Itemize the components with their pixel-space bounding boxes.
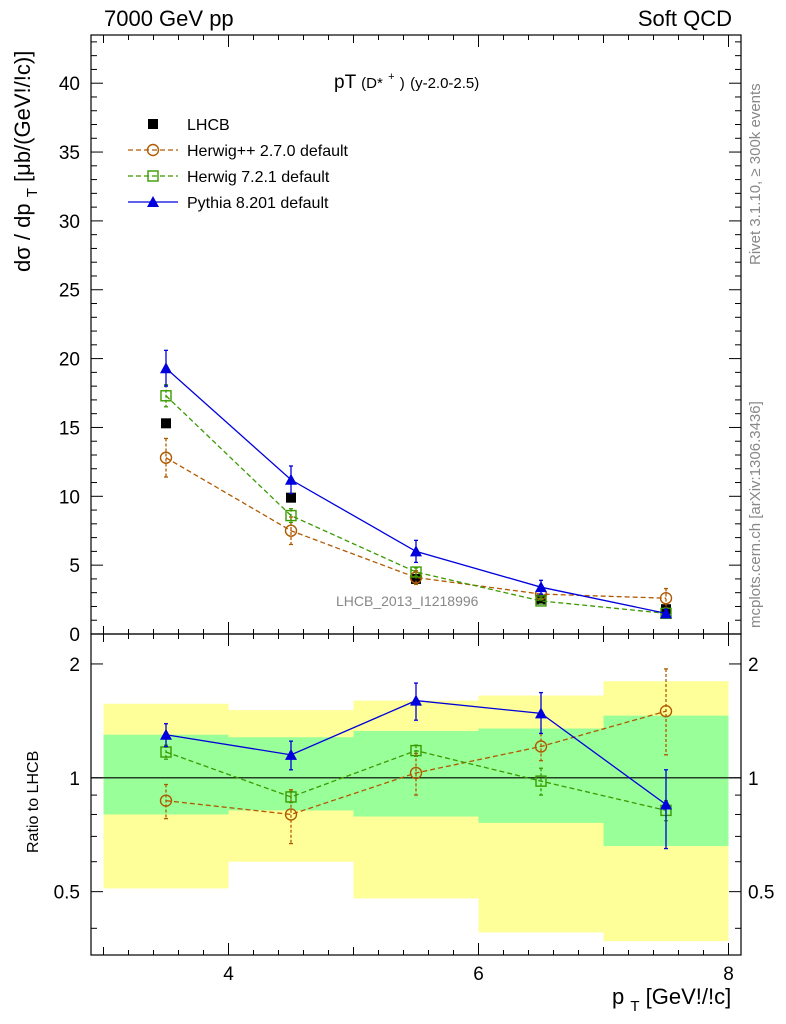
data-point — [409, 766, 423, 780]
data-point — [159, 451, 173, 464]
legend-item: Herwig 7.2.1 default — [128, 169, 330, 186]
legend-item: Pythia 8.201 default — [128, 195, 329, 212]
data-point — [285, 791, 297, 803]
series-pythia-8-201-default — [160, 349, 672, 619]
legend-label: Pythia 8.201 default — [187, 195, 329, 212]
data-point — [285, 509, 297, 522]
y-tick-label: 0 — [69, 625, 80, 646]
series-line — [165, 395, 667, 614]
legend-label: Herwig++ 2.7.0 default — [187, 143, 349, 160]
legend-marker — [147, 170, 159, 182]
ratio-y-tick-label: 0.5 — [54, 883, 80, 904]
axis-labels: 4 6 8 0 5 10 15 20 25 30 35 40 0.5 0.5 1 1 2 2 — [54, 74, 775, 985]
plot-title-sup: + — [388, 71, 394, 83]
series-herwig-2-7-0-default — [159, 668, 673, 845]
series-line — [165, 457, 667, 599]
ratio-y-tick-label: 2 — [69, 655, 80, 676]
plot-title-close: ) — [400, 75, 405, 92]
y-tick-label: 10 — [59, 487, 80, 508]
data-point — [410, 545, 422, 557]
legend-label: Herwig 7.2.1 default — [187, 169, 330, 186]
legend-marker — [146, 143, 160, 157]
x-tick-label: 8 — [723, 964, 734, 985]
data-point — [285, 473, 297, 485]
y-axis-label-ratio: Ratio to LHCB — [25, 751, 42, 853]
legend-item: LHCB — [148, 117, 230, 134]
y-tick-label: 35 — [59, 143, 80, 164]
data-point — [160, 390, 172, 402]
y-axis-label-main: dσ / dp T [μb/(GeV!/!c)] — [10, 51, 42, 272]
data-point — [659, 705, 673, 718]
y-tick-label: 20 — [59, 350, 80, 371]
rivet-label: Rivet 3.1.10, ≥ 300k events — [747, 83, 764, 265]
series-pythia-8-201-default — [160, 682, 672, 850]
header-right: Soft QCD — [637, 6, 732, 31]
data-point — [284, 524, 298, 537]
data-point — [160, 728, 172, 740]
header-left: 7000 GeV pp — [104, 6, 234, 31]
data-point — [534, 740, 548, 753]
series-herwig-7-2-1-default — [160, 744, 672, 822]
data-point — [160, 362, 172, 374]
y-axis-label-main-text: dσ / dp — [10, 203, 35, 272]
data-point — [535, 595, 547, 607]
data-point — [410, 694, 422, 706]
y-tick-label: 5 — [69, 556, 80, 577]
data-point — [535, 581, 547, 593]
legend: LHCB Herwig++ 2.7.0 default Herwig 7.2.1 d… — [128, 117, 349, 212]
data-point — [410, 744, 422, 757]
data-point — [161, 418, 171, 429]
series-line — [165, 710, 667, 816]
x-axis-label-sub: T — [630, 998, 639, 1015]
y-axis-label-main-rest: [μb/(GeV!/!c)] — [10, 51, 35, 182]
y-tick-label: 40 — [59, 74, 80, 95]
ratio-y-tick-label: 1 — [748, 769, 759, 790]
data-point — [660, 798, 672, 810]
data-point — [284, 808, 298, 821]
data-point — [159, 794, 173, 807]
data-point — [285, 748, 297, 760]
ratio-plot-frame — [90, 633, 742, 956]
data-point — [411, 573, 421, 584]
x-tick-label: 4 — [223, 964, 234, 985]
legend-marker — [148, 119, 158, 129]
ratio-y-tick-label: 1 — [69, 769, 80, 790]
x-axis-label: p T [GeV!/!c] — [612, 984, 731, 1016]
data-point — [410, 566, 422, 578]
y-axis-label-main-sub: T — [24, 188, 41, 197]
legend-marker — [147, 196, 159, 207]
x-tick-label: 6 — [473, 964, 484, 985]
plot-title-main: pT — [334, 72, 357, 93]
ratio-y-tick-label: 0.5 — [748, 883, 774, 904]
plot-title-paren: (D* — [361, 75, 383, 92]
data-point — [535, 775, 547, 787]
legend-item: Herwig++ 2.7.0 default — [128, 143, 349, 160]
plot-title: pT (D* + ) (y-2.0-2.5) — [334, 64, 479, 93]
y-tick-label: 15 — [59, 418, 80, 439]
data-point — [660, 607, 672, 619]
ratio-y-tick-label: 2 — [748, 655, 759, 676]
data-point — [659, 591, 673, 605]
data-point — [286, 492, 296, 503]
watermark: LHCB_2013_I1218996 — [336, 593, 479, 609]
y-tick-label: 30 — [59, 212, 80, 233]
axis-ticks — [91, 35, 741, 955]
x-axis-label-rest: [GeV!/!c] — [646, 984, 732, 1009]
x-axis-label-main: p — [612, 984, 624, 1009]
legend-label: LHCB — [187, 117, 230, 134]
mcplots-label: mcplots.cern.ch [arXiv:1306.3436] — [747, 401, 764, 628]
y-tick-label: 25 — [59, 281, 80, 302]
plot-title-rest: (y-2.0-2.5) — [410, 75, 479, 92]
series-layer — [159, 349, 673, 850]
data-point — [535, 707, 547, 719]
